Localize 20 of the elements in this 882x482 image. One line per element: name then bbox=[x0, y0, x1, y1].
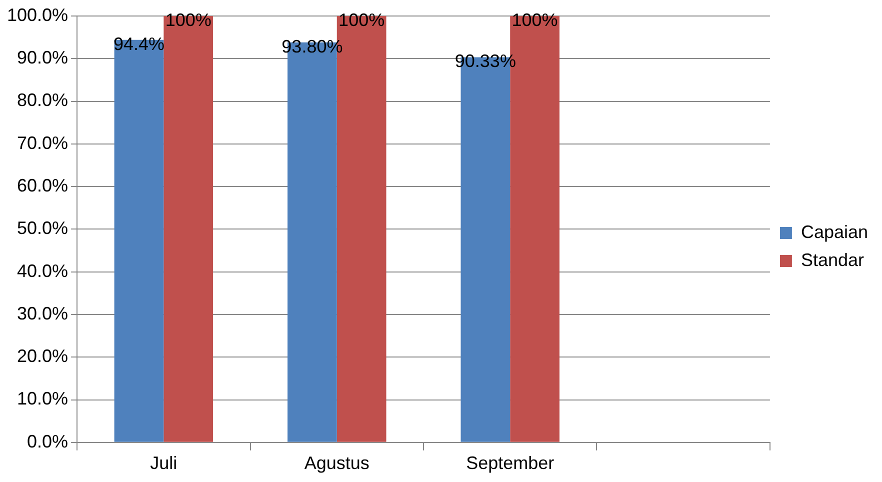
data-label: 100% bbox=[512, 10, 558, 30]
y-tick-label: 50.0% bbox=[17, 218, 68, 238]
y-tick-label: 60.0% bbox=[17, 176, 68, 196]
y-tick-label: 20.0% bbox=[17, 346, 68, 366]
y-tick-label: 10.0% bbox=[17, 388, 68, 409]
x-tick-label: Juli bbox=[150, 453, 178, 474]
y-tick-label: 70.0% bbox=[17, 132, 68, 153]
data-label: 100% bbox=[338, 10, 385, 30]
y-tick-label: 30.0% bbox=[17, 303, 68, 324]
y-tick-label: 0.0% bbox=[27, 431, 68, 452]
data-label: 94.4% bbox=[113, 34, 164, 54]
x-tick-label: Agustus bbox=[304, 453, 370, 474]
data-label: 100% bbox=[165, 10, 212, 30]
y-tick-label: 40.0% bbox=[17, 260, 68, 281]
y-tick-label: 90.0% bbox=[17, 48, 68, 68]
y-tick-label: 80.0% bbox=[17, 90, 68, 110]
legend-label: Standar bbox=[800, 250, 864, 270]
y-tick-label: 100.0% bbox=[6, 4, 68, 25]
x-tick-label: September bbox=[466, 453, 554, 474]
legend-label: Capaian bbox=[800, 222, 868, 242]
